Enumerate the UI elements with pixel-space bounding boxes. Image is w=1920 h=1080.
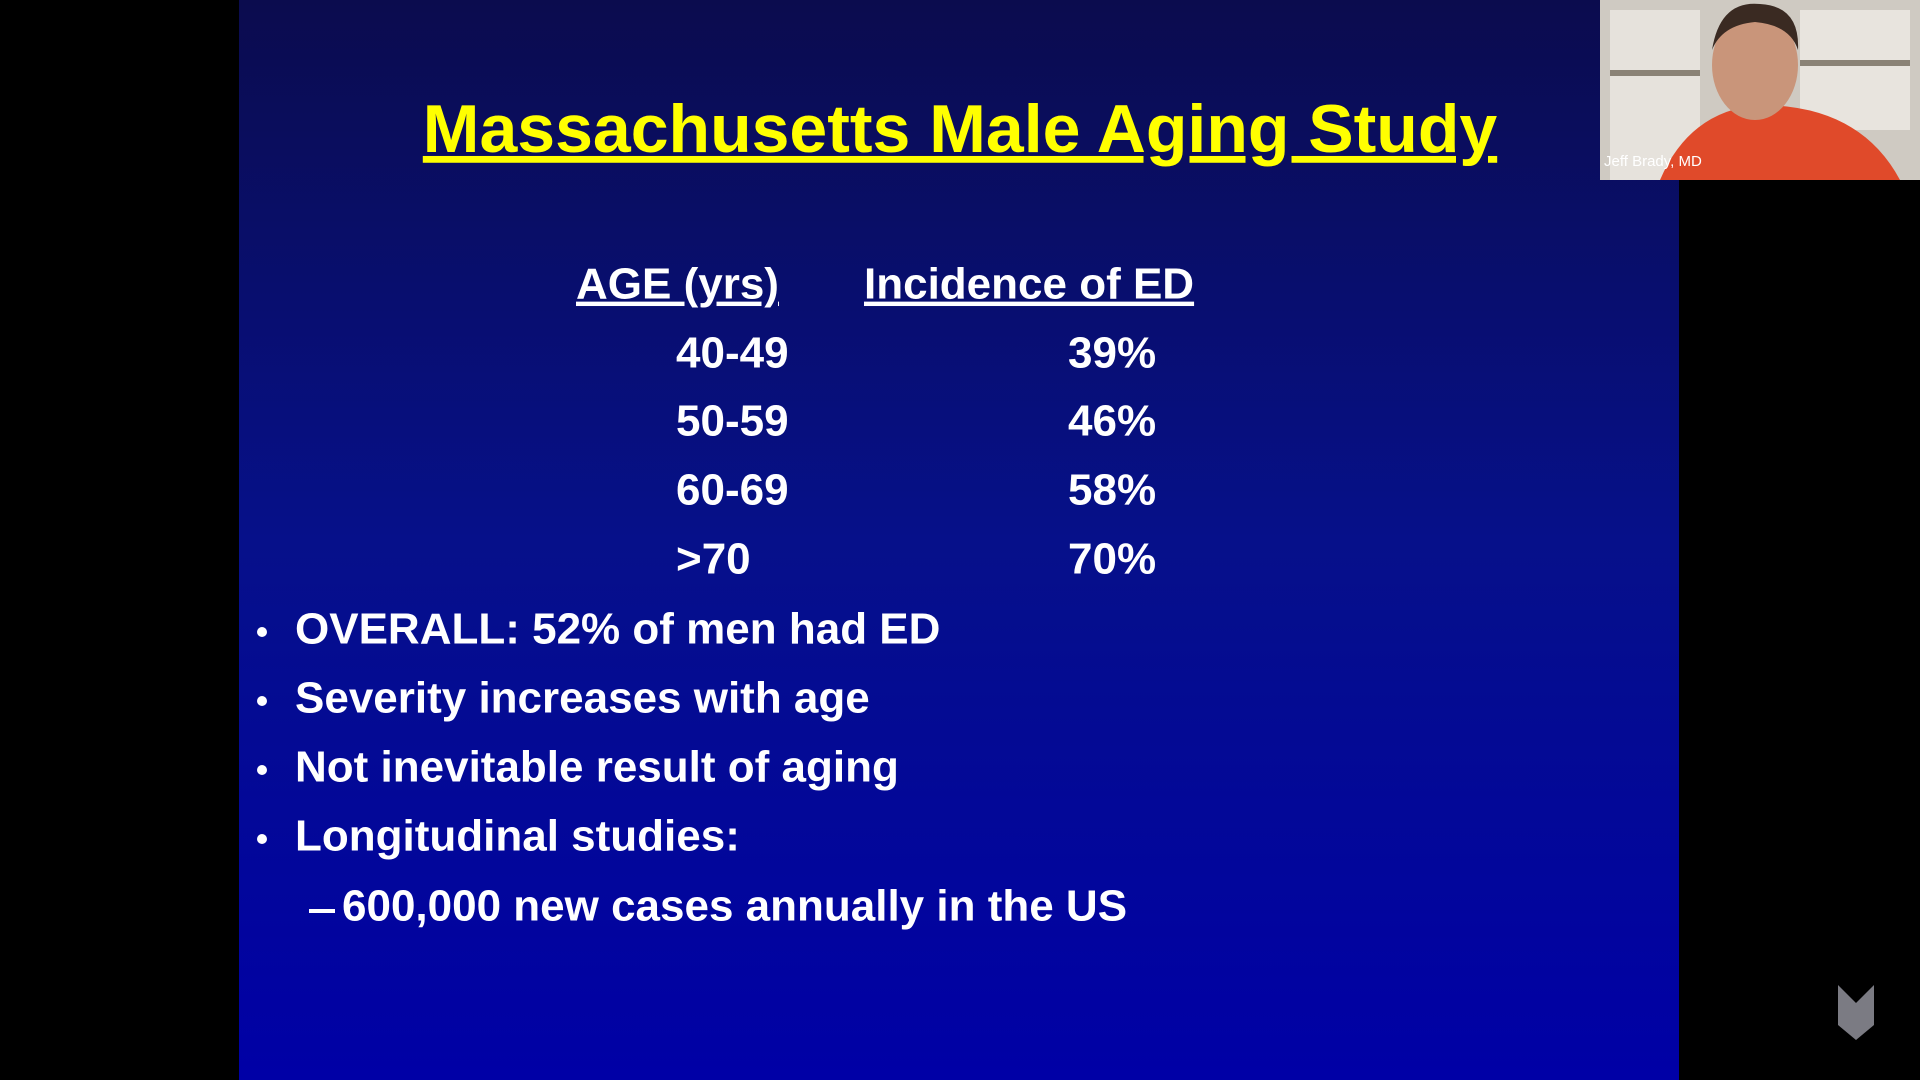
bullet-dot xyxy=(257,834,267,844)
age-cell: 60-69 xyxy=(676,466,789,515)
incidence-cell: 58% xyxy=(1068,466,1156,515)
age-cell: >70 xyxy=(676,535,751,584)
table-header: Incidence of ED xyxy=(864,260,1194,309)
table-header: AGE (yrs) xyxy=(576,260,779,309)
person-shirt xyxy=(1660,105,1900,180)
age-cell: 40-49 xyxy=(676,329,789,378)
age-cell: 50-59 xyxy=(676,397,789,446)
shelf xyxy=(1800,10,1910,130)
slide-content: AGE (yrs) Incidence of ED 40-49 39% 50-59 46%… xyxy=(257,260,1194,931)
slide xyxy=(239,0,1679,1080)
logo xyxy=(1838,985,1874,1040)
sub-bullet-dash xyxy=(309,909,335,913)
person-hair xyxy=(1712,3,1799,50)
bullet-dot xyxy=(257,627,267,637)
incidence-cell: 39% xyxy=(1068,329,1156,378)
shelf-board xyxy=(1610,70,1700,76)
bullet-dot xyxy=(257,696,267,706)
bullet-text: Not inevitable result of aging xyxy=(295,743,899,792)
bullet-text: Severity increases with age xyxy=(295,674,870,723)
slide-title: Massachusetts Male Aging Study xyxy=(423,91,1498,167)
webcam: Jeff Brady, MD xyxy=(1600,0,1920,180)
bullet-text: Longitudinal studies: xyxy=(295,812,740,861)
incidence-cell: 46% xyxy=(1068,397,1156,446)
shelf-board xyxy=(1800,60,1910,66)
sub-bullet-text: 600,000 new cases annually in the US xyxy=(342,882,1127,931)
bullet-dot xyxy=(257,765,267,775)
person-face xyxy=(1712,10,1798,120)
bullet-text: OVERALL: 52% of men had ED xyxy=(295,605,940,654)
webcam-name: Jeff Brady, MD xyxy=(1604,153,1702,170)
incidence-cell: 70% xyxy=(1068,535,1156,584)
